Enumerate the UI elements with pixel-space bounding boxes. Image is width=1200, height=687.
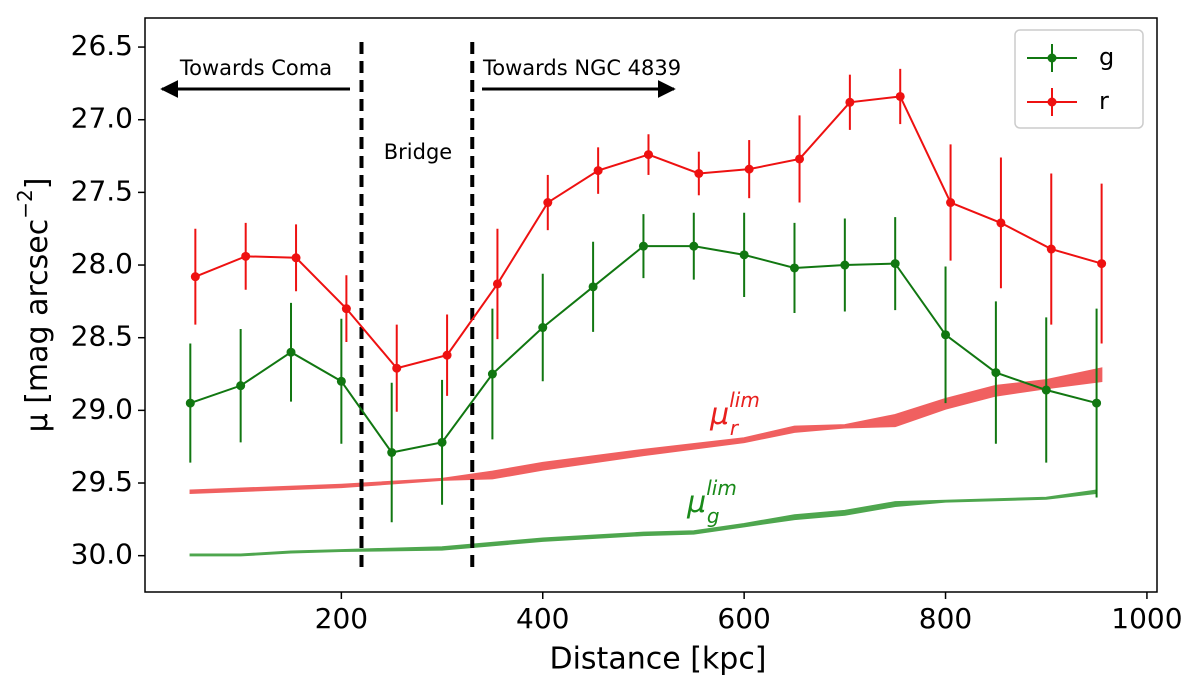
plot-frame xyxy=(144,17,1158,593)
limit-band xyxy=(189,489,1098,557)
data-point xyxy=(241,251,251,261)
band-label-text: μ xyxy=(686,485,706,520)
data-point xyxy=(840,260,850,270)
y-label-text: μ [mag arcsec xyxy=(20,219,55,433)
x-tick-label: 600 xyxy=(717,602,770,635)
data-point xyxy=(895,91,905,101)
data-point xyxy=(543,198,553,208)
band-label: μlim g xyxy=(686,476,737,528)
band-label-sub: r xyxy=(730,416,740,440)
x-tick-label: 200 xyxy=(315,602,368,635)
data-point xyxy=(492,279,502,289)
data-point xyxy=(341,304,351,314)
data-point xyxy=(795,154,805,164)
data-point xyxy=(1046,244,1056,254)
data-point xyxy=(996,218,1006,228)
data-point xyxy=(694,168,704,178)
data-point xyxy=(291,253,301,263)
data-point xyxy=(387,447,397,457)
y-tick-label: 26.5 xyxy=(71,29,133,62)
data-point xyxy=(1041,385,1051,395)
data-point xyxy=(789,263,799,273)
data-point xyxy=(689,241,699,251)
data-point xyxy=(487,369,497,379)
limit-band xyxy=(189,367,1103,494)
data-point xyxy=(286,347,296,357)
band-label-text: μ xyxy=(709,397,729,432)
data-point xyxy=(336,376,346,386)
data-point xyxy=(442,350,452,360)
y-tick-label: 27.5 xyxy=(71,174,133,207)
annotation: Towards NGC 4839 xyxy=(482,56,681,80)
legend-label: r xyxy=(1099,87,1109,115)
data-point xyxy=(437,437,447,447)
data-point xyxy=(890,259,900,269)
x-tick-label: 1000 xyxy=(1111,602,1182,635)
data-point xyxy=(236,381,246,391)
data-point xyxy=(744,164,754,174)
y-tick-label: 28.5 xyxy=(71,320,133,353)
data-point xyxy=(593,166,603,176)
annotation: Bridge xyxy=(384,140,452,164)
x-tick-label: 400 xyxy=(516,602,569,635)
data-point xyxy=(1092,398,1102,408)
x-tick-label: 800 xyxy=(919,602,972,635)
data-point xyxy=(1097,259,1107,269)
x-axis-label: Distance [kpc] xyxy=(549,642,766,677)
data-point xyxy=(739,250,749,260)
band-label: μlim r xyxy=(709,388,760,440)
y-label-end: ] xyxy=(20,178,55,190)
data-point xyxy=(643,150,653,160)
data-point xyxy=(845,97,855,107)
legend-marker xyxy=(1047,53,1057,63)
data-point xyxy=(946,198,956,208)
data-point xyxy=(991,368,1001,378)
data-point xyxy=(190,272,200,282)
data-point xyxy=(588,282,598,292)
y-label-sup: −2 xyxy=(13,189,37,218)
band-label-sup: lim xyxy=(729,388,760,412)
data-point xyxy=(638,241,648,251)
y-tick-label: 27.0 xyxy=(71,102,133,135)
legend-marker xyxy=(1047,97,1057,107)
band-label-sub: g xyxy=(707,504,720,528)
data-point xyxy=(185,398,195,408)
data-point xyxy=(392,363,402,373)
data-point xyxy=(538,323,548,333)
data-point xyxy=(941,330,951,340)
y-axis-label: μ [mag arcsec−2] xyxy=(13,178,55,433)
y-tick-label: 29.0 xyxy=(71,392,133,425)
legend-label: g xyxy=(1099,43,1114,71)
annotation: Towards Coma xyxy=(179,56,332,80)
y-tick-label: 30.0 xyxy=(71,538,133,571)
legend-box xyxy=(1014,29,1144,129)
y-tick-label: 29.5 xyxy=(71,465,133,498)
band-label-sup: lim xyxy=(706,476,737,500)
y-tick-label: 28.0 xyxy=(71,247,133,280)
